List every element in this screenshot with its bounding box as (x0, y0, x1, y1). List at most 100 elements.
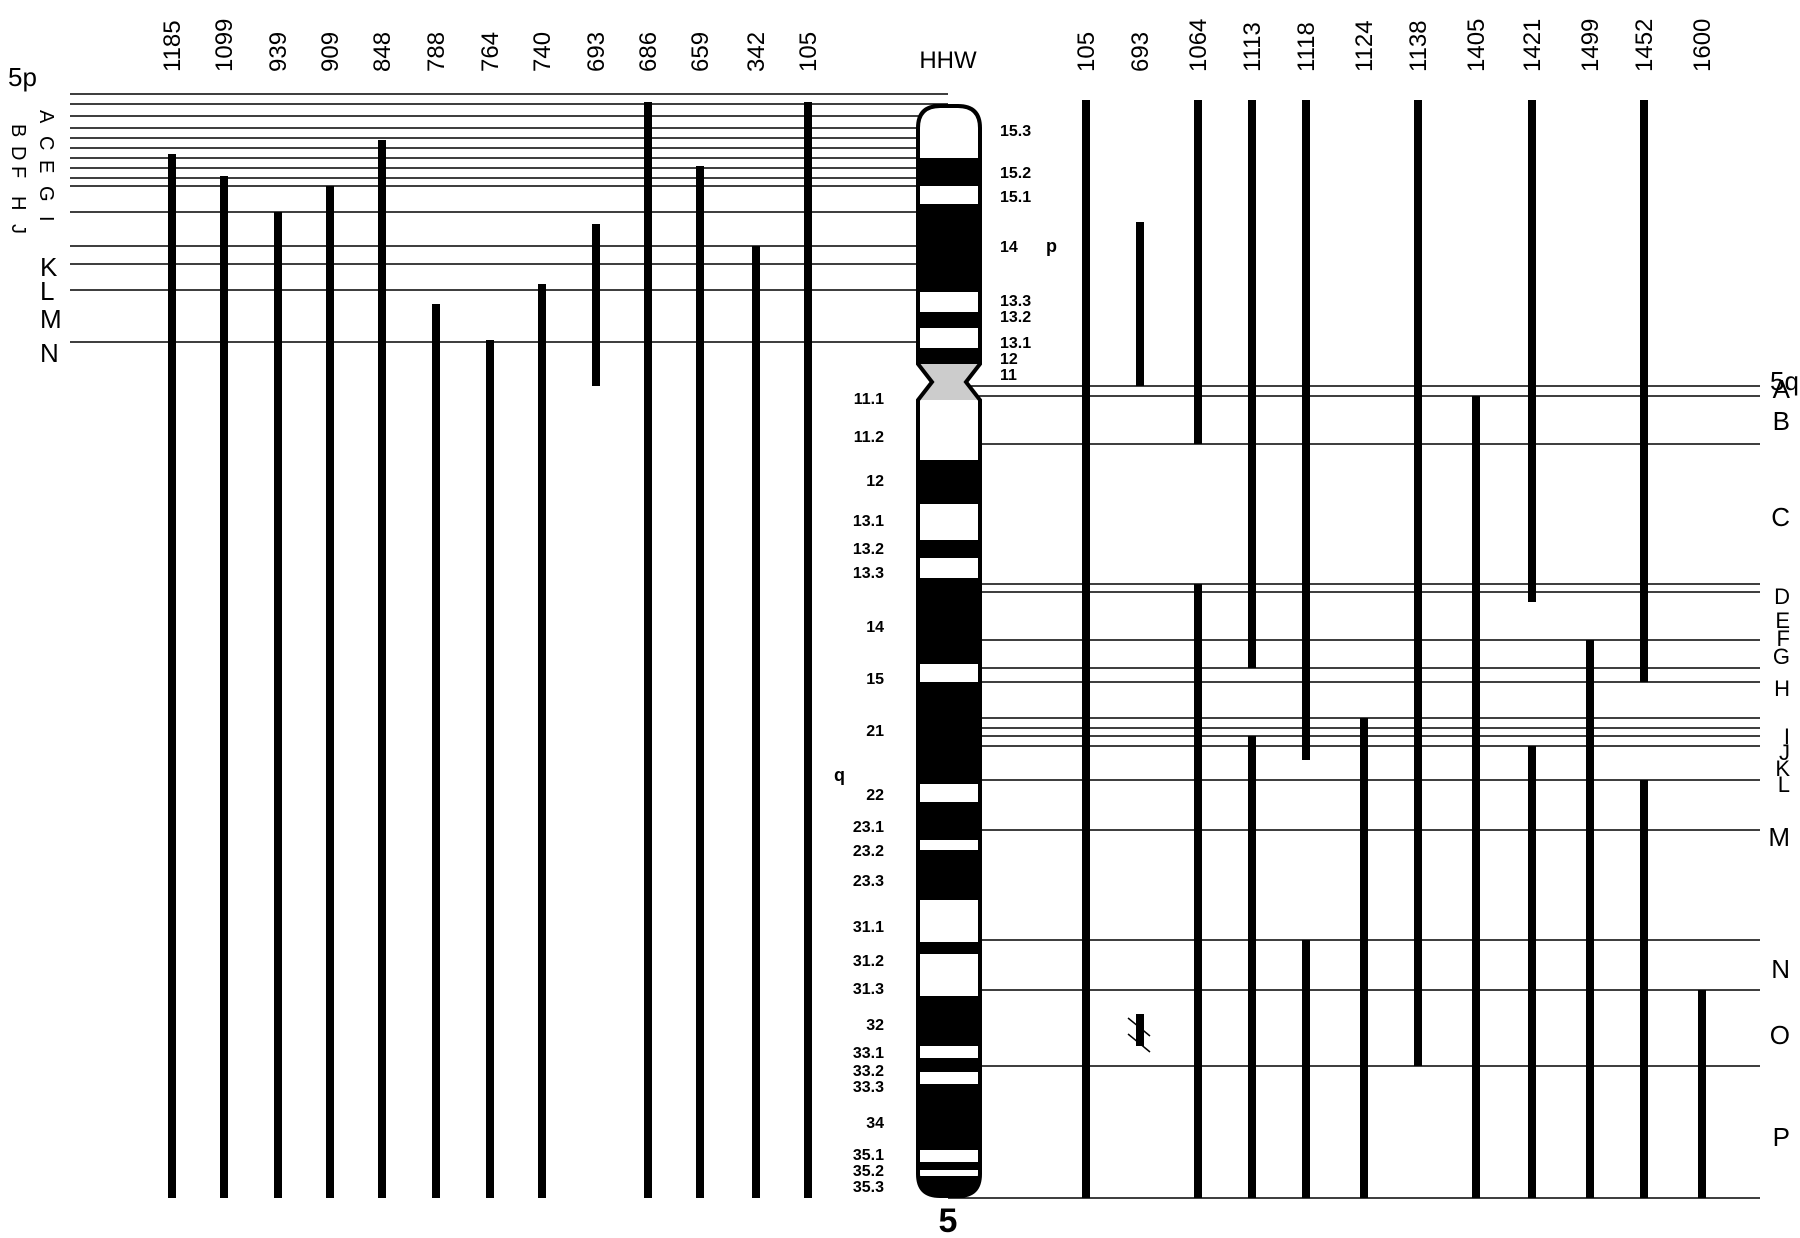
q-region-label: K (1775, 756, 1790, 781)
q-hybrid-label: 1600 (1689, 19, 1716, 72)
p-hybrid-bar (274, 212, 282, 1198)
q-hybrid-bar (1414, 100, 1422, 1066)
p-hybrid-label: 105 (795, 32, 822, 72)
chromosome-band (918, 1150, 980, 1162)
p-hybrid-bar (326, 186, 334, 1198)
q-hybrid-bar (1248, 736, 1256, 1198)
q-region-label: G (1773, 644, 1790, 669)
q-hybrid-bar (1640, 780, 1648, 1198)
p-band-label: 14 (1000, 239, 1018, 256)
q-band-label: 15 (866, 671, 884, 688)
p-hybrid-label: 740 (529, 32, 556, 72)
chromosome-band (918, 540, 980, 558)
p-region-label: C (35, 136, 57, 150)
q-region-label: D (1774, 584, 1790, 609)
q-band-label: 33.3 (853, 1079, 884, 1096)
p-band-label: 15.1 (1000, 189, 1031, 206)
chromosome-band (918, 186, 980, 204)
p-hybrid-bar (378, 140, 386, 1198)
q-hybrid-bar (1528, 100, 1536, 602)
chromosome-band (918, 942, 980, 954)
p-hybrid-label: 788 (423, 32, 450, 72)
p-region-label: F (7, 166, 29, 178)
q-region-label: A (1773, 374, 1791, 404)
p-region-label: J (7, 224, 29, 234)
band-labels: 15.315.215.11413.313.213.1121111.111.212… (853, 123, 1031, 1196)
q-hybrid-bar (1640, 100, 1648, 682)
p-hybrid-bar (644, 102, 652, 1198)
p-arm-symbol: p (1046, 236, 1057, 256)
chromosome-band (918, 312, 980, 328)
chromosome-band (918, 558, 980, 578)
chromosome-band (918, 106, 980, 158)
q-region-label: L (1778, 772, 1790, 797)
p-region-label: G (35, 186, 57, 202)
q-hybrid-bar (1360, 718, 1368, 1198)
q-hybrid-bar (1586, 640, 1594, 1198)
p-band-label: 15.3 (1000, 123, 1031, 140)
q-arm-label: 5q (1770, 366, 1799, 396)
chromosome-band (918, 1046, 980, 1058)
q-region-label: J (1779, 740, 1790, 765)
q-band-label: 31.3 (853, 981, 884, 998)
chromosome-band (918, 802, 980, 840)
p-region-label: K (40, 252, 58, 282)
q-hybrid-bar (1194, 100, 1202, 444)
q-hybrid-bar (1082, 100, 1090, 1198)
q-region-label: N (1771, 954, 1790, 984)
p-region-label: N (40, 338, 59, 368)
q-hybrid-label: 1124 (1351, 20, 1378, 72)
q-hybrid-bar (1472, 396, 1480, 1198)
p-hybrid-label: 693 (583, 32, 610, 72)
chromosome-band (918, 1170, 980, 1176)
chromosome-band (918, 1058, 980, 1072)
q-band-label: 32 (866, 1017, 884, 1034)
q-band-label: 33.2 (853, 1063, 884, 1080)
p-band-label: 13.3 (1000, 293, 1031, 310)
chromosome-band (918, 682, 980, 784)
q-band-label: 23.1 (853, 819, 884, 836)
chromosome-band (918, 784, 980, 802)
chromosome-band (918, 460, 980, 504)
p-hybrid-bar (804, 102, 812, 1198)
q-band-label: 35.1 (853, 1147, 884, 1164)
p-hybrid-bar (486, 340, 494, 1198)
p-band-label: 13.2 (1000, 309, 1031, 326)
q-band-label: 13.2 (853, 541, 884, 558)
p-hybrid-bar (592, 224, 600, 386)
chromosome-band (918, 850, 980, 900)
chromosome-band (918, 504, 980, 540)
chromosome-band (918, 292, 980, 312)
p-hybrid-label: 848 (369, 32, 396, 72)
q-hybrid-bar (1248, 100, 1256, 668)
chromosome-band (918, 900, 980, 942)
q-hybrid-label: 1499 (1577, 19, 1604, 72)
q-hybrid-bar (1194, 584, 1202, 1198)
q-hybrid-bar (1136, 222, 1144, 386)
q-band-label: 11.2 (854, 429, 884, 446)
p-hybrid-bar (752, 246, 760, 1198)
p-hybrid-label: 764 (477, 32, 504, 72)
p-hybrid-label: 1099 (211, 19, 238, 72)
q-hybrid-bar (1302, 940, 1310, 1198)
p-hybrid-bar (432, 304, 440, 1198)
q-band-label: 23.3 (853, 873, 884, 890)
p-region-label: L (40, 276, 54, 306)
chromosome-band (918, 1072, 980, 1084)
chromosome-band (918, 328, 980, 348)
p-hybrid-bar (168, 154, 176, 1198)
q-region-label: H (1774, 676, 1790, 701)
chromosome-band (918, 840, 980, 850)
chromosome-band (918, 158, 980, 186)
chromosome-number: 5 (939, 1202, 958, 1238)
p-hybrid-label: 1185 (159, 20, 186, 72)
hybrid-column-labels: 1185 1099 939 909 848 788 764 740 693 686 659 342 10… (159, 19, 1716, 72)
p-band-label: 15.2 (1000, 165, 1031, 182)
p-hybrid-label: 909 (317, 32, 344, 72)
chromosome-name: HHW (919, 47, 977, 74)
q-band-label: 13.3 (853, 565, 884, 582)
chromosome-ideogram (916, 104, 982, 1198)
q-hybrid-label: 1118 (1293, 22, 1320, 72)
